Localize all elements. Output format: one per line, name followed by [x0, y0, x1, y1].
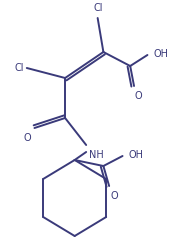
Text: Cl: Cl	[94, 3, 103, 13]
Text: OH: OH	[153, 49, 168, 59]
Text: O: O	[24, 133, 32, 143]
Text: O: O	[135, 91, 143, 101]
Text: OH: OH	[128, 150, 143, 160]
Text: NH: NH	[89, 150, 104, 160]
Text: O: O	[110, 191, 118, 201]
Text: Cl: Cl	[14, 63, 24, 73]
